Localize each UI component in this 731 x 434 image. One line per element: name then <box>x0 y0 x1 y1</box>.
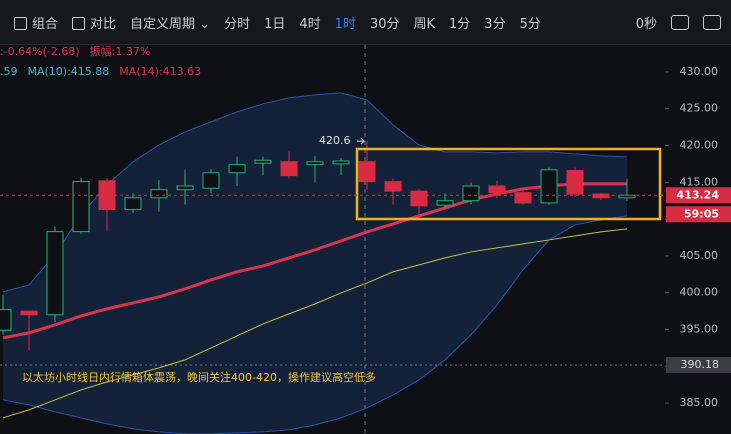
candle-body <box>254 159 272 164</box>
candle-body <box>98 180 116 211</box>
crosshair-bg <box>666 356 731 373</box>
period-button[interactable]: 30分 <box>369 16 400 32</box>
candle-body <box>72 181 90 233</box>
indicator-value: MA(14):413.63 <box>119 65 201 78</box>
candle-body <box>488 185 506 194</box>
candle-body <box>150 189 168 199</box>
toolbar-label: 自定义周期 <box>130 16 196 32</box>
indicator-line <box>2 228 628 419</box>
toolbar-label: 对比 <box>90 16 117 32</box>
y-tick-label: 425.00 <box>680 102 719 115</box>
candle-body <box>124 197 142 211</box>
period-button[interactable]: 5分 <box>519 16 541 32</box>
period-button[interactable]: 1时 <box>334 16 356 32</box>
timer[interactable]: 0秒 <box>635 16 657 32</box>
indicator-value: :-0.64%(-2.68) <box>0 45 80 58</box>
period-button[interactable]: 1分 <box>449 16 471 32</box>
candle-body <box>384 181 402 192</box>
candle-body <box>46 231 64 316</box>
candle-body <box>280 161 298 177</box>
crosshair-label: 390.18 <box>681 358 720 371</box>
y-tick-label: 385.00 <box>680 396 719 409</box>
annotation: 以太坊小时线日内行情箱体震荡，晚间关注400-420，操作建议高空低多 <box>22 370 376 384</box>
period-button[interactable]: 3分 <box>484 16 506 32</box>
y-tick-label: 405.00 <box>680 249 719 262</box>
screenshot-button[interactable] <box>671 14 689 30</box>
candle-body <box>20 310 38 316</box>
y-tick-label: 395.00 <box>680 322 719 335</box>
period-button[interactable]: 分时 <box>224 16 251 32</box>
indicator-line <box>2 182 627 340</box>
indicator-value: 振幅:1.37% <box>90 44 151 58</box>
period-button[interactable]: 1日 <box>264 16 286 32</box>
candle-body <box>202 172 220 189</box>
candle-body <box>592 193 610 199</box>
countdown-bg <box>666 206 731 223</box>
period-button[interactable]: 4时 <box>299 16 321 32</box>
y-tick-label: 430.00 <box>680 65 719 78</box>
toolbar-right: 0秒 <box>636 13 721 32</box>
indicator-row: :-0.64%(-2.68) 振幅:1.37% <box>0 44 150 58</box>
candle-body <box>228 164 246 174</box>
band-fill <box>3 92 627 434</box>
candle-body <box>514 192 532 204</box>
high-label: 420.6 <box>319 134 351 147</box>
toolbar-button[interactable]: 自定义周期 ⌄ <box>130 16 211 32</box>
candle-body <box>0 309 12 331</box>
candle-body <box>358 161 376 183</box>
toolbar-button[interactable]: 组合 <box>14 13 58 32</box>
candle-body <box>540 169 558 204</box>
candle-body <box>566 170 584 195</box>
indicator-value: MA(10):415.88 <box>28 65 110 78</box>
indicator-line <box>2 215 628 434</box>
last-price-bg <box>666 187 731 204</box>
candle-body <box>306 161 324 166</box>
period-button[interactable]: 周K <box>413 16 436 32</box>
range-box <box>355 147 662 221</box>
fullscreen-button[interactable] <box>703 14 721 30</box>
toolbar-label: 组合 <box>32 16 59 32</box>
candle-body <box>462 185 480 202</box>
indicator-value: .59 <box>0 65 18 78</box>
toolbar-button[interactable]: 对比 <box>72 13 116 32</box>
toolbar: 组合 对比 自定义周期 ⌄ 分时 1日 4时 1时 30分 周K 1分 3分 5分 0秒 <box>0 0 731 45</box>
candle-body <box>410 190 428 207</box>
y-tick-label: 420.00 <box>680 139 719 152</box>
y-tick-label: 400.00 <box>680 286 719 299</box>
countdown: 59:05 <box>684 207 719 220</box>
indicator-row: .59 MA(10):415.88 MA(14):413.63 <box>0 65 201 78</box>
candle-body <box>332 160 350 165</box>
candle-body <box>436 200 454 206</box>
last-price-label: 413.24 <box>677 188 720 201</box>
high-arrow <box>357 137 365 145</box>
candle-body <box>176 185 194 191</box>
y-tick-label: 415.00 <box>680 175 719 188</box>
